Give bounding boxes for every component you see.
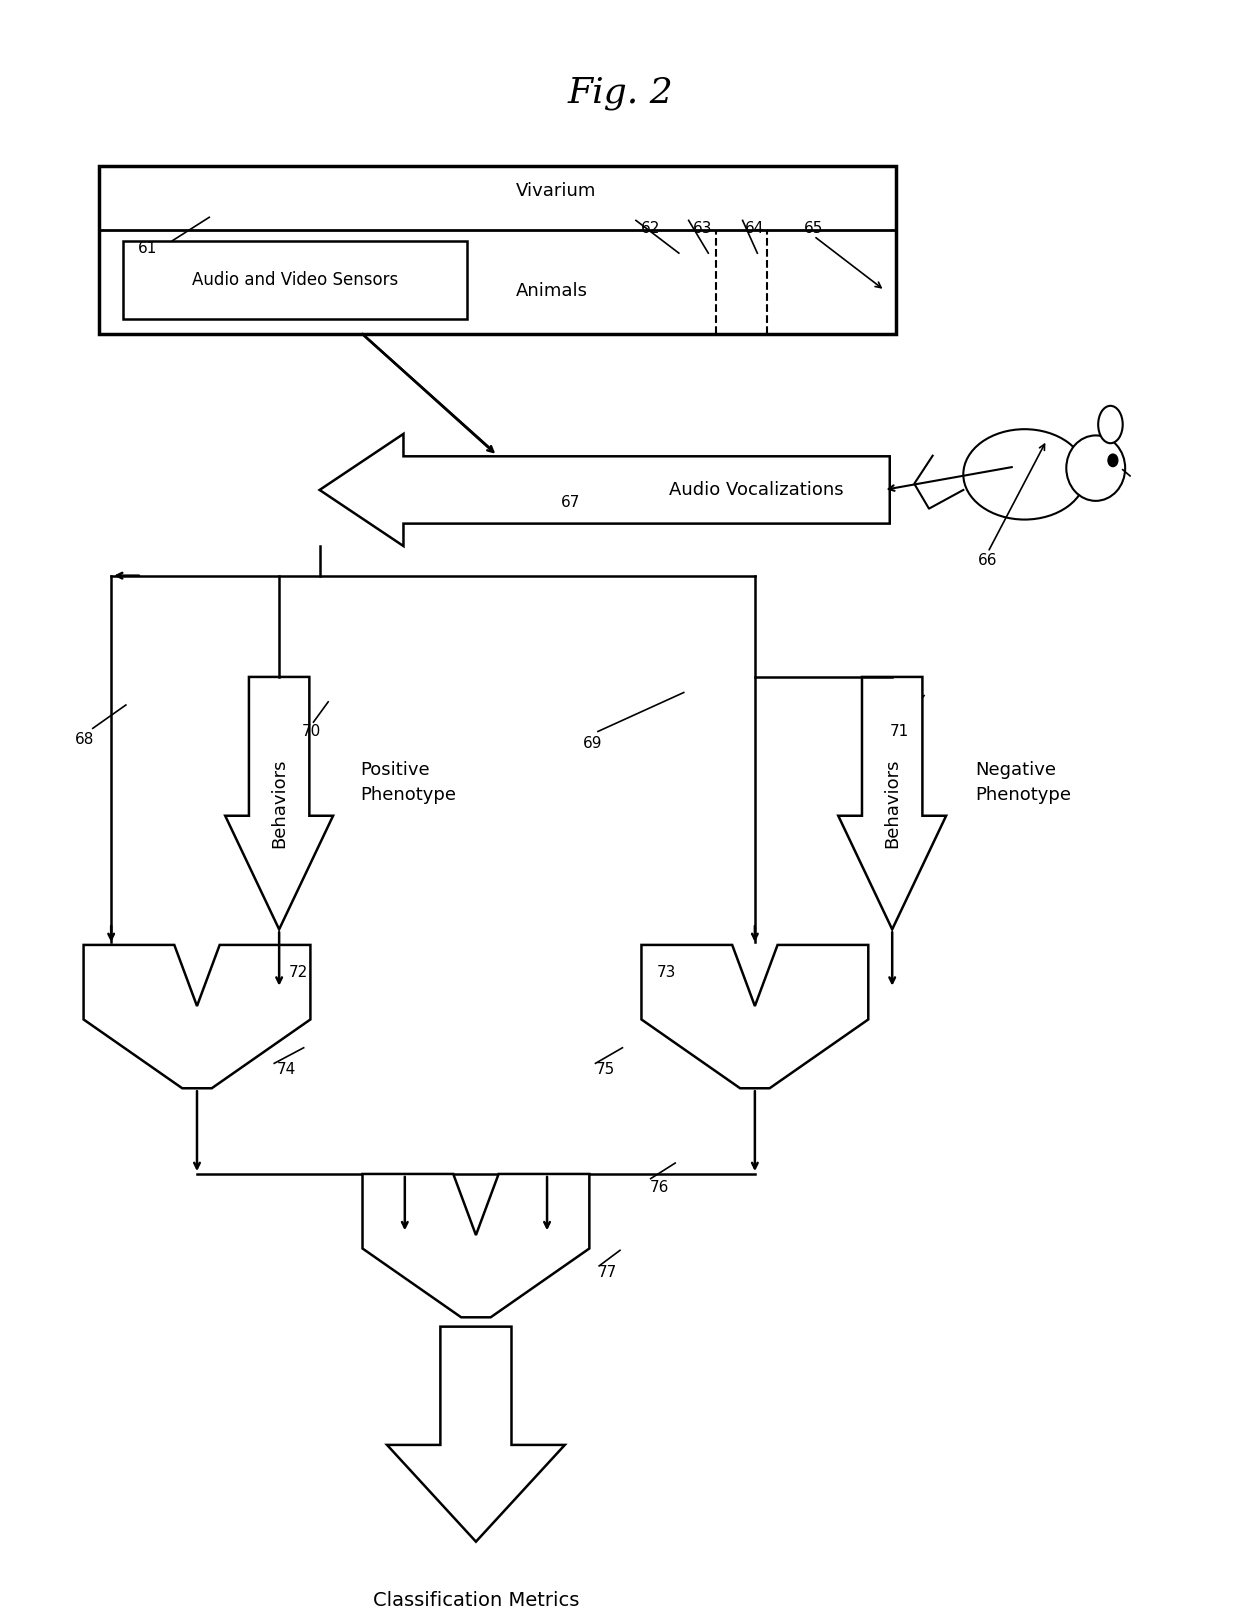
Text: 63: 63 — [692, 221, 712, 235]
FancyBboxPatch shape — [124, 240, 466, 319]
Text: 72: 72 — [289, 966, 309, 980]
Text: Fig. 2: Fig. 2 — [567, 76, 673, 109]
Text: 62: 62 — [641, 221, 661, 235]
Polygon shape — [226, 676, 334, 929]
Text: Vivarium: Vivarium — [516, 182, 596, 200]
Text: Behaviors: Behaviors — [883, 758, 901, 848]
Text: 70: 70 — [301, 724, 321, 739]
Text: Audio and Video Sensors: Audio and Video Sensors — [192, 270, 398, 288]
Text: 76: 76 — [650, 1180, 668, 1196]
Text: 75: 75 — [595, 1063, 615, 1077]
Text: Negative
Phenotype: Negative Phenotype — [976, 762, 1071, 805]
Polygon shape — [83, 945, 310, 1088]
FancyBboxPatch shape — [99, 166, 895, 335]
Polygon shape — [838, 676, 946, 929]
Text: 61: 61 — [138, 242, 157, 256]
Text: 69: 69 — [583, 736, 603, 752]
Text: 77: 77 — [598, 1264, 618, 1280]
Polygon shape — [387, 1327, 565, 1542]
Polygon shape — [362, 1174, 589, 1317]
Text: Positive
Phenotype: Positive Phenotype — [360, 762, 456, 805]
Text: 65: 65 — [804, 221, 823, 235]
Text: 64: 64 — [745, 221, 765, 235]
Ellipse shape — [1099, 406, 1122, 443]
Text: 68: 68 — [74, 733, 94, 747]
Circle shape — [1109, 454, 1117, 467]
Text: 71: 71 — [890, 724, 909, 739]
Text: 67: 67 — [562, 494, 580, 510]
Text: Behaviors: Behaviors — [270, 758, 288, 848]
Ellipse shape — [1066, 435, 1125, 501]
Polygon shape — [320, 433, 890, 546]
Text: Animals: Animals — [516, 282, 588, 299]
Text: 73: 73 — [657, 966, 676, 980]
Text: Audio Vocalizations: Audio Vocalizations — [670, 481, 843, 499]
Text: 66: 66 — [978, 552, 998, 568]
Text: 74: 74 — [277, 1063, 296, 1077]
Text: Classification Metrics: Classification Metrics — [373, 1591, 579, 1610]
Polygon shape — [641, 945, 868, 1088]
Ellipse shape — [963, 430, 1086, 520]
